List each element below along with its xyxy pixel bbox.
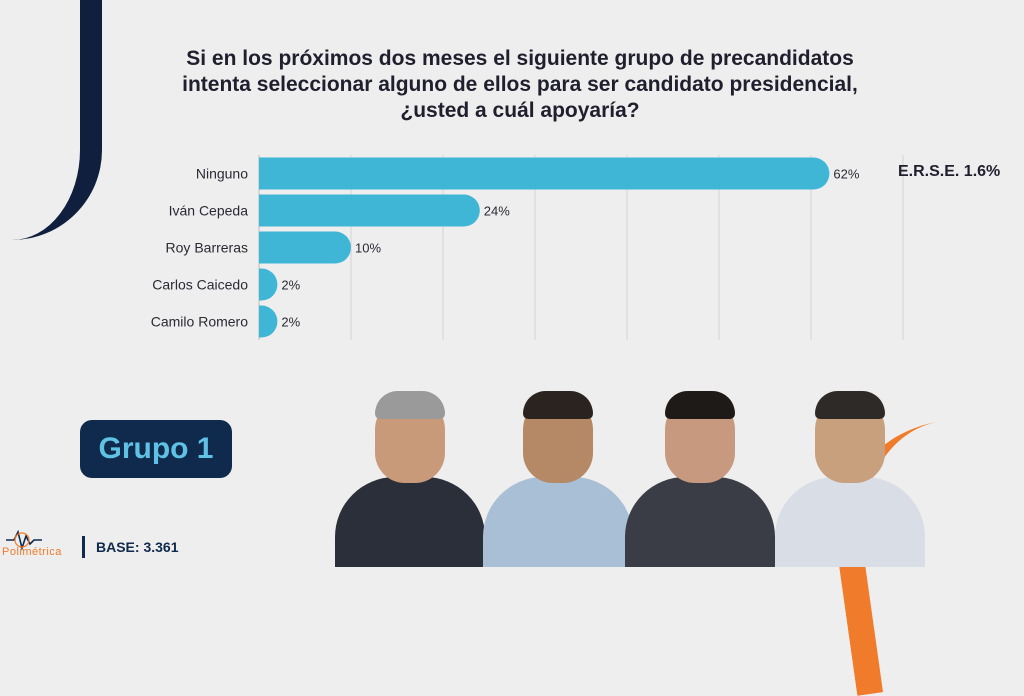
candidate-photo	[625, 385, 775, 567]
category-label: Roy Barreras	[166, 240, 248, 256]
category-label: Carlos Caicedo	[152, 277, 248, 293]
candidate-photo	[483, 385, 633, 567]
base-label: BASE: 3.361	[96, 539, 179, 555]
decorative-navy-arc	[0, 0, 102, 240]
data-label: 2%	[281, 278, 300, 293]
bar	[259, 268, 278, 301]
title-line: ¿usted a cuál apoyaría?	[400, 99, 640, 122]
group-badge: Grupo 1	[80, 420, 232, 478]
candidate-photo	[335, 385, 485, 567]
data-label: 2%	[281, 315, 300, 330]
data-label: 62%	[833, 167, 859, 182]
candidate-photos	[335, 385, 925, 567]
bar	[259, 305, 278, 338]
bar	[259, 157, 830, 190]
category-label: Iván Cepeda	[169, 203, 249, 219]
title-line: intenta seleccionar alguno de ellos para…	[182, 73, 858, 96]
data-label: 24%	[484, 204, 510, 219]
title-line: Si en los próximos dos meses el siguient…	[186, 47, 854, 70]
category-label: Ninguno	[196, 166, 248, 182]
logo-text: Polimétrica	[2, 546, 62, 558]
divider	[82, 536, 85, 558]
group-label: Grupo 1	[98, 432, 214, 465]
waveform-logo-icon	[6, 529, 42, 551]
chart-title: Si en los próximos dos meses el siguient…	[120, 46, 920, 124]
category-label: Camilo Romero	[151, 314, 248, 330]
erse-label: E.R.S.E. 1.6%	[898, 163, 1001, 180]
bar	[259, 231, 351, 264]
data-label: 10%	[355, 241, 381, 256]
bar-chart: Ninguno 62% Iván Cepeda 24% Roy Barreras 10% C…	[151, 155, 904, 340]
bar	[259, 194, 480, 227]
candidate-photo	[775, 385, 925, 567]
